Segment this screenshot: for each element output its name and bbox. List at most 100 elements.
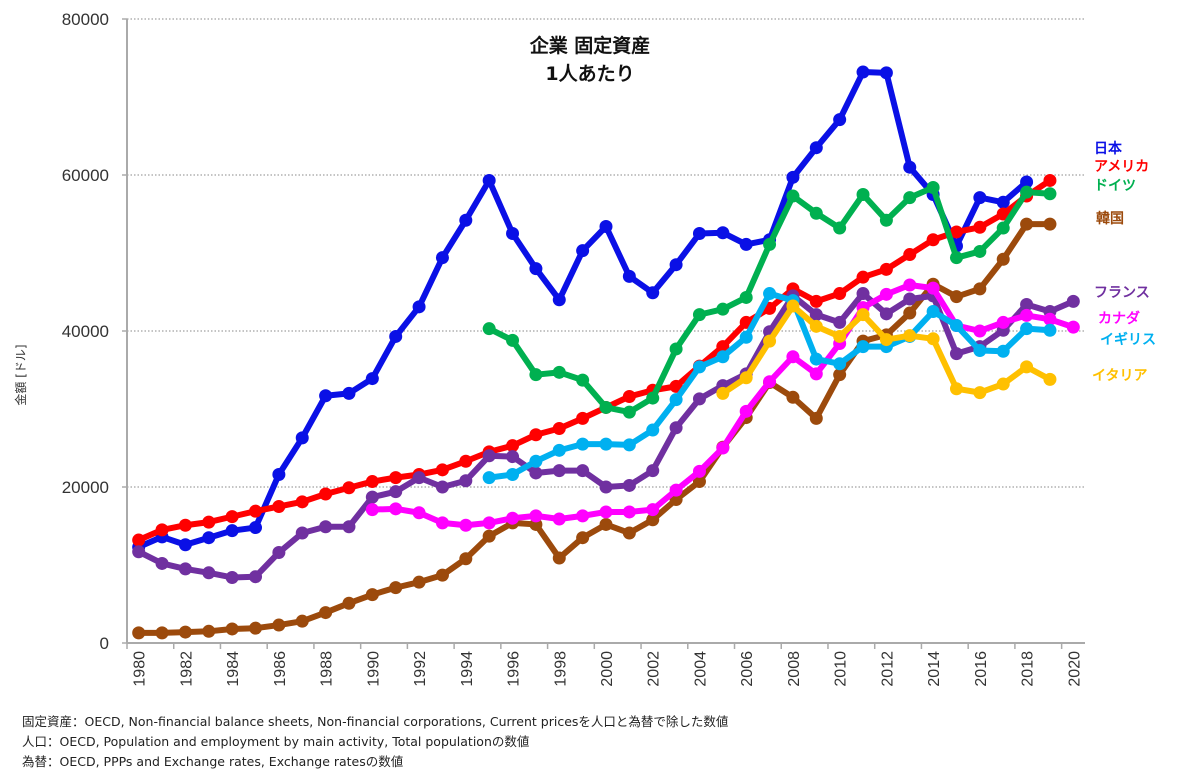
data-point (716, 350, 730, 364)
data-point (716, 226, 730, 240)
data-point (646, 464, 660, 478)
data-point (903, 191, 917, 205)
data-point (809, 352, 823, 366)
x-tick-label: 2002 (646, 651, 663, 687)
legend-label: フランス (1094, 285, 1150, 301)
data-point (833, 368, 847, 382)
data-point (716, 302, 730, 316)
data-point (389, 329, 403, 343)
y-tick-label: 40000 (62, 322, 109, 341)
data-point (1020, 217, 1034, 231)
data-point (973, 324, 987, 338)
data-point (272, 618, 286, 632)
data-point (622, 390, 636, 404)
data-point (856, 287, 870, 301)
data-point (622, 269, 636, 283)
data-point (249, 621, 263, 635)
data-point (389, 485, 403, 499)
x-tick-label: 2000 (599, 651, 616, 687)
data-point (365, 490, 379, 504)
data-point (1020, 185, 1034, 199)
data-point (809, 294, 823, 308)
data-point (786, 189, 800, 203)
data-point (225, 510, 239, 524)
series-5 (365, 278, 1080, 532)
x-tick-label: 1984 (225, 651, 242, 687)
data-point (996, 252, 1010, 266)
data-point (786, 170, 800, 184)
data-point (272, 546, 286, 560)
data-point (996, 377, 1010, 391)
data-point (132, 545, 146, 559)
data-point (996, 315, 1010, 329)
x-tick-label: 2012 (879, 651, 896, 687)
y-tick-label: 80000 (62, 10, 109, 29)
x-tick-label: 2014 (926, 651, 943, 687)
data-point (365, 588, 379, 602)
data-point (692, 475, 706, 489)
legend-label: アメリカ (1094, 159, 1149, 175)
data-point (482, 529, 496, 543)
data-point (1043, 323, 1057, 337)
data-point (669, 393, 683, 407)
data-point (552, 512, 566, 526)
data-point (249, 504, 263, 518)
data-point (319, 389, 333, 403)
data-point (833, 357, 847, 371)
data-point (903, 329, 917, 343)
data-point (669, 342, 683, 356)
x-tick-label: 1982 (178, 651, 195, 687)
note-fixed-assets: 固定資産：OECD, Non-financial balance sheets,… (22, 714, 729, 729)
data-point (809, 411, 823, 425)
data-point (482, 173, 496, 187)
data-point (272, 468, 286, 482)
data-point (903, 248, 917, 262)
data-point (809, 319, 823, 333)
data-point (879, 262, 893, 276)
data-point (973, 220, 987, 234)
x-tick-label: 1986 (272, 651, 289, 687)
data-point (132, 626, 146, 640)
data-point (716, 386, 730, 400)
data-point (202, 566, 216, 580)
data-point (435, 516, 449, 530)
series-7 (716, 299, 1057, 400)
data-point (949, 319, 963, 333)
data-point (389, 581, 403, 595)
x-tick-label: 1988 (319, 651, 336, 687)
chart-title-line-2: 1人あたり (545, 63, 634, 85)
data-point (879, 213, 893, 227)
data-point (856, 270, 870, 284)
data-point (926, 281, 940, 295)
y-tick-label: 20000 (62, 478, 109, 497)
x-tick-label: 2020 (1066, 651, 1083, 687)
data-point (155, 523, 169, 537)
data-point (529, 262, 543, 276)
data-point (1020, 175, 1034, 189)
data-point (132, 533, 146, 547)
data-point (178, 518, 192, 532)
x-tick-label: 1992 (412, 651, 429, 687)
data-point (155, 626, 169, 640)
data-point (529, 509, 543, 523)
data-point (506, 468, 520, 482)
data-point (739, 371, 753, 385)
data-point (412, 575, 426, 589)
x-tick-label: 2008 (786, 651, 803, 687)
data-point (1020, 360, 1034, 374)
data-point (319, 520, 333, 534)
data-point (833, 221, 847, 235)
series-line (369, 281, 1077, 529)
data-point (552, 365, 566, 379)
data-point (973, 244, 987, 258)
y-tick-label: 60000 (62, 166, 109, 185)
data-point (692, 392, 706, 406)
data-point (506, 511, 520, 525)
data-point (692, 464, 706, 478)
data-point (435, 251, 449, 265)
data-point (202, 515, 216, 529)
data-point (482, 449, 496, 463)
data-point (365, 503, 379, 517)
data-point (272, 500, 286, 513)
data-point (552, 422, 566, 435)
